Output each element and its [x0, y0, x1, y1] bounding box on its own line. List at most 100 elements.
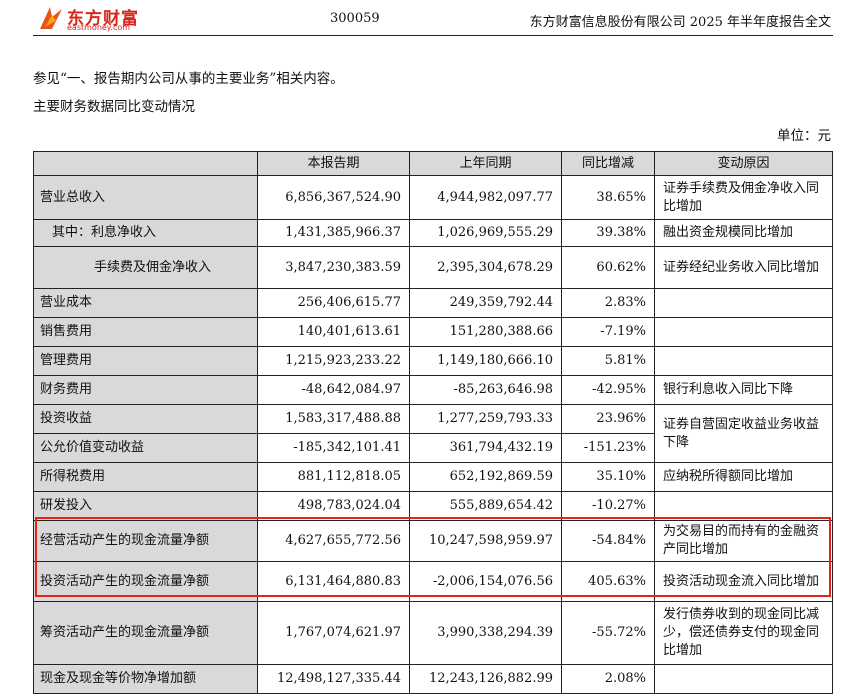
table-row: 公允价值变动收益 -185,342,101.41 361,794,432.19 …: [33, 433, 833, 463]
change-reason: [654, 346, 833, 376]
change-reason: 为交易目的而持有的金融资产同比增加: [654, 520, 833, 562]
current-value: -185,342,101.41: [257, 433, 410, 463]
prior-value: 3,990,338,294.39: [409, 601, 562, 665]
eastmoney-logo: 东方财富 eastmoney.com: [36, 3, 156, 33]
change-pct: 5.81%: [561, 346, 655, 376]
change-reason: 证券手续费及佣金净收入同比增加: [654, 175, 833, 220]
row-label: 公允价值变动收益: [33, 433, 258, 463]
prior-value: 151,280,388.66: [409, 317, 562, 347]
intro-reference: 参见“一、报告期内公司从事的主要业务”相关内容。: [33, 71, 344, 87]
report-title: 东方财富信息股份有限公司 2025 年半年度报告全文: [529, 15, 831, 30]
current-value: 140,401,613.61: [257, 317, 410, 347]
prior-value: 1,026,969,555.29: [409, 219, 562, 247]
row-label: 研发投入: [33, 491, 258, 521]
row-label: 投资收益: [33, 404, 258, 434]
header-cell-current: 本报告期: [257, 151, 410, 176]
change-pct: -55.72%: [561, 601, 655, 665]
section-heading: 主要财务数据同比变动情况: [33, 99, 195, 115]
change-pct: 23.96%: [561, 404, 655, 434]
change-reason: [654, 491, 833, 521]
logo-text-en: eastmoney.com: [67, 23, 131, 32]
change-reason: [654, 317, 833, 347]
row-label: 其中：利息净收入: [33, 219, 258, 247]
prior-value: -2,006,154,076.56: [409, 561, 562, 602]
prior-value: -85,263,646.98: [409, 375, 562, 405]
row-label: 投资活动产生的现金流量净额: [33, 561, 258, 602]
logo-mark-icon: [40, 7, 62, 29]
table-row: 营业总收入 6,856,367,524.90 4,944,982,097.77 …: [33, 175, 833, 220]
current-value: 1,431,385,966.37: [257, 219, 410, 247]
table-row: 营业成本 256,406,615.77 249,359,792.44 2.83%: [33, 288, 833, 318]
change-reason: 应纳税所得额同比增加: [654, 462, 833, 492]
table-row: 投资收益 1,583,317,488.88 1,277,259,793.33 2…: [33, 404, 833, 463]
header-cell-prior: 上年同期: [409, 151, 562, 176]
row-label: 经营活动产生的现金流量净额: [33, 520, 258, 562]
prior-value: 2,395,304,678.29: [409, 246, 562, 289]
current-value: 1,215,923,233.22: [257, 346, 410, 376]
stock-code: 300059: [330, 11, 380, 26]
table-row: 管理费用 1,215,923,233.22 1,149,180,666.10 5…: [33, 346, 833, 376]
current-value: 1,583,317,488.88: [257, 404, 410, 434]
change-pct: 405.63%: [561, 561, 655, 602]
prior-value: 10,247,598,959.97: [409, 520, 562, 562]
prior-value: 249,359,792.44: [409, 288, 562, 318]
row-label: 管理费用: [33, 346, 258, 376]
row-label: 所得税费用: [33, 462, 258, 492]
change-reason: 证券经纪业务收入同比增加: [654, 246, 833, 289]
current-value: 881,112,818.05: [257, 462, 410, 492]
change-reason: 发行债券收到的现金同比减少，偿还债券支付的现金同比增加: [654, 601, 833, 665]
row-label: 营业总收入: [33, 175, 258, 220]
change-pct: 39.38%: [561, 219, 655, 247]
change-reason: [654, 664, 833, 694]
table-row: 研发投入 498,783,024.04 555,889,654.42 -10.2…: [33, 491, 833, 521]
change-pct: 60.62%: [561, 246, 655, 289]
change-pct: 2.08%: [561, 664, 655, 694]
change-reason: 银行利息收入同比下降: [654, 375, 833, 405]
header-cell-item: [33, 151, 258, 176]
table-row: 销售费用 140,401,613.61 151,280,388.66 -7.19…: [33, 317, 833, 347]
change-reason: 投资活动现金流入同比增加: [654, 561, 833, 602]
table-row: 投资活动产生的现金流量净额 6,131,464,880.83 -2,006,15…: [33, 561, 833, 602]
row-label: 手续费及佣金净收入: [33, 246, 258, 289]
current-value: -48,642,084.97: [257, 375, 410, 405]
current-value: 4,627,655,772.56: [257, 520, 410, 562]
change-pct: -151.23%: [561, 433, 655, 463]
prior-value: 652,192,869.59: [409, 462, 562, 492]
change-reason: 证券自营固定收益业务收益下降: [654, 404, 833, 463]
prior-value: 12,243,126,882.99: [409, 664, 562, 694]
unit-label: 单位：元: [777, 128, 831, 144]
table-row: 其中：利息净收入 1,431,385,966.37 1,026,969,555.…: [33, 219, 833, 247]
table-row: 经营活动产生的现金流量净额 4,627,655,772.56 10,247,59…: [33, 520, 833, 562]
page-header: 东方财富 eastmoney.com 300059 东方财富信息股份有限公司 2…: [0, 0, 865, 36]
current-value: 498,783,024.04: [257, 491, 410, 521]
row-label: 筹资活动产生的现金流量净额: [33, 601, 258, 665]
table-header-row: 本报告期 上年同期 同比增减 变动原因: [33, 151, 833, 176]
current-value: 6,131,464,880.83: [257, 561, 410, 602]
current-value: 256,406,615.77: [257, 288, 410, 318]
change-reason: 融出资金规模同比增加: [654, 219, 833, 247]
table-row: 手续费及佣金净收入 3,847,230,383.59 2,395,304,678…: [33, 246, 833, 289]
current-value: 3,847,230,383.59: [257, 246, 410, 289]
change-pct: -54.84%: [561, 520, 655, 562]
current-value: 6,856,367,524.90: [257, 175, 410, 220]
table-row: 筹资活动产生的现金流量净额 1,767,074,621.97 3,990,338…: [33, 601, 833, 665]
change-reason: [654, 288, 833, 318]
table-row: 所得税费用 881,112,818.05 652,192,869.59 35.1…: [33, 462, 833, 492]
prior-value: 1,149,180,666.10: [409, 346, 562, 376]
header-cell-change: 同比增减: [561, 151, 655, 176]
header-cell-reason: 变动原因: [654, 151, 833, 176]
table-row: 财务费用 -48,642,084.97 -85,263,646.98 -42.9…: [33, 375, 833, 405]
current-value: 12,498,127,335.44: [257, 664, 410, 694]
current-value: 1,767,074,621.97: [257, 601, 410, 665]
row-label: 营业成本: [33, 288, 258, 318]
change-pct: -42.95%: [561, 375, 655, 405]
prior-value: 361,794,432.19: [409, 433, 562, 463]
change-pct: 38.65%: [561, 175, 655, 220]
prior-value: 4,944,982,097.77: [409, 175, 562, 220]
header-divider: [33, 35, 833, 36]
financial-change-table: 本报告期 上年同期 同比增减 变动原因 营业总收入 6,856,367,524.…: [33, 151, 833, 694]
change-pct: 2.83%: [561, 288, 655, 318]
change-pct: -10.27%: [561, 491, 655, 521]
prior-value: 1,277,259,793.33: [409, 404, 562, 434]
table-row: 现金及现金等价物净增加额 12,498,127,335.44 12,243,12…: [33, 664, 833, 694]
